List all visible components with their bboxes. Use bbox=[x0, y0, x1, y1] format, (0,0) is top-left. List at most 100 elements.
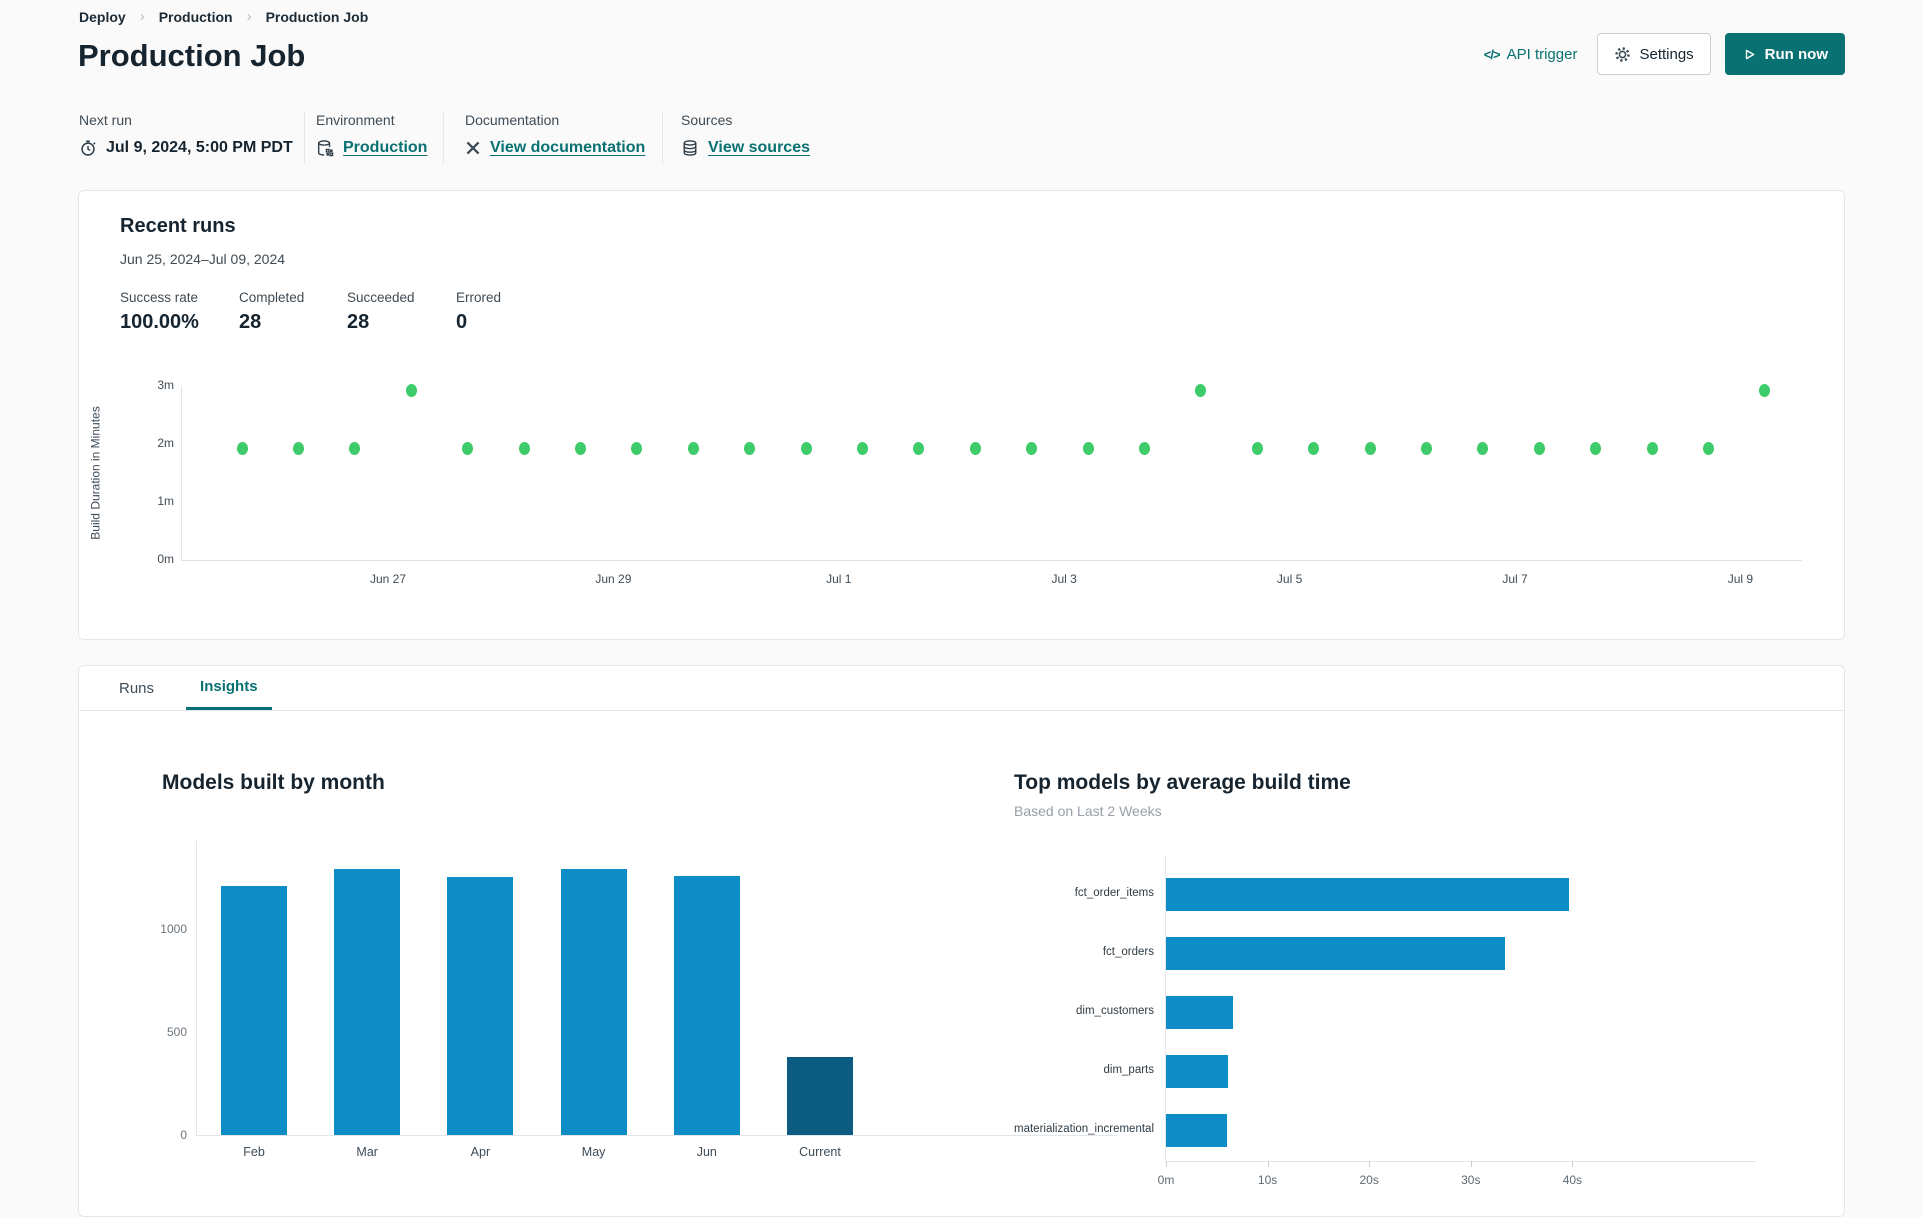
environment-link[interactable]: Production bbox=[343, 139, 428, 156]
docs-icon bbox=[465, 140, 481, 156]
play-icon bbox=[1742, 47, 1757, 62]
x-axis-tick-label: Feb bbox=[243, 1145, 265, 1159]
x-axis-tick-mark bbox=[1470, 1161, 1472, 1167]
stat-label: Succeeded bbox=[347, 290, 415, 305]
run-duration-point bbox=[236, 441, 248, 455]
run-duration-point bbox=[574, 441, 586, 455]
meta-documentation: Documentation View documentation bbox=[465, 112, 645, 157]
database-icon bbox=[681, 139, 699, 157]
breadcrumb-deploy[interactable]: Deploy bbox=[79, 8, 126, 25]
stat-value: 28 bbox=[347, 311, 370, 333]
chevron-right-icon: › bbox=[246, 8, 252, 25]
category-label: materialization_incremental bbox=[1014, 1123, 1154, 1135]
breadcrumb-production[interactable]: Production bbox=[158, 8, 233, 25]
view-sources-link[interactable]: View sources bbox=[708, 139, 810, 156]
run-duration-point bbox=[1082, 441, 1094, 455]
stat-value: 100.00% bbox=[120, 311, 199, 333]
tab-insights[interactable]: Insights bbox=[186, 666, 272, 710]
tab-runs[interactable]: Runs bbox=[119, 679, 155, 697]
bar-materialization_incremental bbox=[1166, 1113, 1227, 1147]
bar-dim_parts bbox=[1166, 1054, 1228, 1088]
run-duration-point bbox=[913, 441, 925, 455]
category-label: fct_order_items bbox=[1074, 887, 1154, 899]
recent-runs-date-range: Jun 25, 2024–Jul 09, 2024 bbox=[120, 251, 286, 267]
meta-next-run: Next run Jul 9, 2024, 5:00 PM PDT bbox=[79, 112, 293, 157]
category-label: fct_orders bbox=[1102, 946, 1154, 958]
x-axis-tick-label: 0m bbox=[1157, 1173, 1175, 1187]
x-axis-tick-mark bbox=[1369, 1161, 1371, 1167]
x-axis-tick-mark bbox=[1572, 1161, 1574, 1167]
api-trigger-link[interactable]: </> API trigger bbox=[1484, 46, 1578, 63]
models-by-month-plot: 0 500 1000 Feb Mar Apr May Jun Current bbox=[160, 841, 1117, 1159]
bar-mar bbox=[334, 868, 401, 1135]
run-duration-point bbox=[1138, 441, 1150, 455]
bar-fct_order_items bbox=[1166, 877, 1570, 911]
bar-jun bbox=[673, 875, 740, 1135]
category-label: dim_parts bbox=[1103, 1064, 1155, 1076]
stat-succeeded: Succeeded 28 bbox=[347, 290, 415, 334]
stat-success-rate: Success rate 100.00% bbox=[120, 290, 199, 334]
meta-sources-label: Sources bbox=[681, 112, 733, 128]
run-duration-point bbox=[1195, 383, 1207, 397]
api-trigger-label: API trigger bbox=[1506, 45, 1578, 63]
y-axis-tick-label: 500 bbox=[166, 1025, 187, 1040]
run-duration-point bbox=[1251, 441, 1263, 455]
job-detail-card: Runs Insights Models built by month 0 500… bbox=[78, 665, 1845, 1217]
run-duration-point bbox=[631, 441, 643, 455]
y-axis-tick-label: 3m bbox=[157, 378, 174, 392]
divider bbox=[443, 112, 444, 164]
divider bbox=[304, 112, 305, 164]
x-axis-tick-label: Jun 27 bbox=[369, 572, 407, 586]
bar-apr bbox=[447, 876, 514, 1135]
stat-errored: Errored 0 bbox=[456, 290, 501, 334]
x-axis-tick-label: Mar bbox=[356, 1145, 378, 1159]
y-axis-tick-label: 0m bbox=[157, 552, 174, 566]
meta-documentation-label: Documentation bbox=[465, 112, 560, 128]
stat-label: Success rate bbox=[120, 290, 199, 305]
run-duration-point bbox=[856, 441, 868, 455]
y-axis-tick-label: 2m bbox=[157, 436, 174, 450]
x-axis-tick-label: Jul 3 bbox=[1051, 572, 1077, 586]
recent-runs-card: Recent runs Jun 25, 2024–Jul 09, 2024 Su… bbox=[78, 190, 1845, 640]
bar-may bbox=[560, 868, 627, 1135]
page-title: Production Job bbox=[78, 38, 306, 73]
meta-sources: Sources View sources bbox=[681, 112, 810, 157]
stat-completed: Completed 28 bbox=[239, 290, 304, 334]
breadcrumb-current: Production Job bbox=[265, 8, 369, 25]
recent-runs-title: Recent runs bbox=[120, 215, 236, 237]
y-axis-tick-label: 1000 bbox=[160, 922, 187, 937]
stat-value: 0 bbox=[456, 311, 468, 333]
run-now-button[interactable]: Run now bbox=[1724, 33, 1845, 75]
x-axis-tick-label: May bbox=[581, 1145, 606, 1159]
run-duration-point bbox=[969, 441, 981, 455]
y-axis-label: Build Duration in Minutes bbox=[89, 406, 103, 540]
meta-environment: Environment Production bbox=[316, 112, 427, 157]
run-duration-point bbox=[1759, 383, 1771, 397]
bar-feb bbox=[221, 886, 287, 1135]
x-axis-tick-label: 20s bbox=[1359, 1173, 1379, 1187]
next-run-value: Jul 9, 2024, 5:00 PM PDT bbox=[106, 139, 293, 156]
run-duration-point bbox=[1533, 441, 1545, 455]
x-axis-tick-mark bbox=[1267, 1161, 1269, 1167]
run-duration-point bbox=[744, 441, 756, 455]
run-duration-point bbox=[1026, 441, 1038, 455]
y-axis-tick-label: 1m bbox=[157, 494, 174, 508]
environment-icon bbox=[316, 139, 334, 157]
stat-value: 28 bbox=[239, 311, 262, 333]
run-duration-point bbox=[687, 441, 699, 455]
meta-next-run-label: Next run bbox=[79, 112, 132, 128]
x-axis-tick-label: Jun bbox=[696, 1145, 717, 1159]
x-axis-tick-mark bbox=[1166, 1161, 1167, 1167]
run-duration-point bbox=[1308, 441, 1320, 455]
run-duration-point bbox=[405, 383, 417, 397]
gear-icon bbox=[1614, 46, 1631, 63]
settings-button[interactable]: Settings bbox=[1597, 33, 1711, 75]
run-duration-point bbox=[349, 441, 361, 455]
run-duration-point bbox=[1702, 441, 1714, 455]
stat-label: Errored bbox=[456, 290, 502, 305]
view-documentation-link[interactable]: View documentation bbox=[490, 139, 646, 156]
divider bbox=[662, 112, 663, 164]
run-duration-point bbox=[1364, 441, 1376, 455]
x-axis-tick-label: Jul 9 bbox=[1727, 572, 1754, 586]
run-duration-point bbox=[800, 441, 812, 455]
